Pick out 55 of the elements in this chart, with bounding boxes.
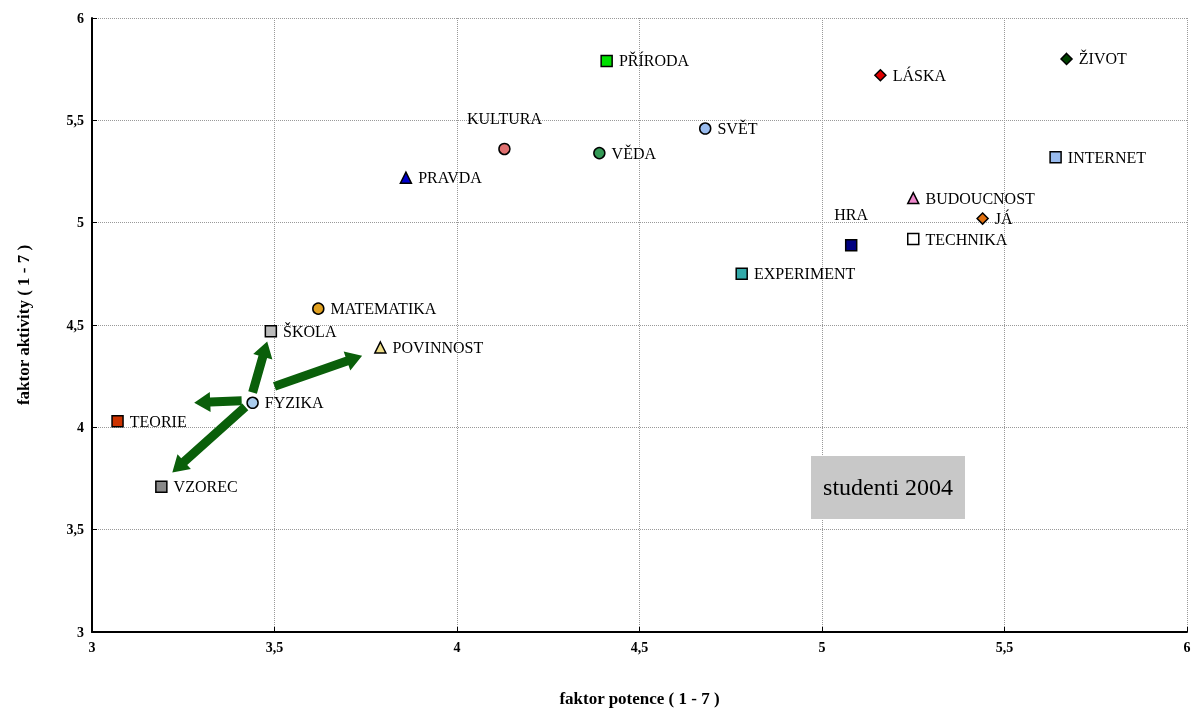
series-label: INTERNET bbox=[1067, 148, 1147, 166]
point bbox=[312, 302, 325, 315]
y-tick-label: 5,5 bbox=[66, 112, 84, 128]
annotation: studenti 2004 bbox=[811, 455, 966, 519]
series-label: JÁ bbox=[994, 209, 1014, 228]
series-label: PRAVDA bbox=[418, 169, 483, 187]
series-label: BUDOUCNOST bbox=[925, 189, 1036, 207]
series-label: LÁSKA bbox=[892, 65, 947, 84]
x-tick-label: 3,5 bbox=[265, 639, 284, 655]
series-label: VZOREC bbox=[173, 478, 238, 496]
series-label: SVĚT bbox=[717, 119, 758, 138]
series-label: ŠKOLA bbox=[283, 321, 337, 340]
point bbox=[374, 341, 387, 354]
series-label: ŽIVOT bbox=[1078, 49, 1128, 68]
point bbox=[246, 396, 259, 410]
x-tick-label: 5 bbox=[818, 639, 826, 655]
point bbox=[111, 414, 124, 428]
y-tick-label: 4 bbox=[77, 419, 84, 435]
series-label: TEORIE bbox=[129, 412, 187, 430]
x-tick-label: 4 bbox=[453, 639, 461, 655]
x-tick-label: 4,5 bbox=[630, 639, 649, 655]
point bbox=[1060, 52, 1073, 66]
series-label: KULTURA bbox=[466, 110, 543, 128]
series-label: HRA bbox=[834, 206, 869, 224]
point bbox=[593, 146, 606, 160]
series-label: EXPERIMENT bbox=[753, 265, 856, 283]
x-tick-label: 3 bbox=[88, 639, 96, 655]
y-tick-label: 3,5 bbox=[66, 522, 84, 538]
y-tick-label: 6 bbox=[77, 10, 84, 26]
point bbox=[976, 212, 989, 225]
point bbox=[155, 480, 168, 493]
y-tick-label: 4,5 bbox=[66, 317, 84, 333]
point bbox=[907, 232, 920, 246]
point bbox=[698, 122, 712, 135]
series-label: VĚDA bbox=[611, 143, 657, 162]
point bbox=[600, 54, 613, 68]
x-tick-label: 5,5 bbox=[995, 639, 1014, 655]
point bbox=[498, 142, 511, 156]
series-label: TECHNIKA bbox=[925, 230, 1008, 248]
point bbox=[844, 238, 858, 252]
point bbox=[264, 324, 278, 338]
y-tick-label: 3 bbox=[77, 624, 84, 640]
point bbox=[874, 69, 887, 82]
point bbox=[399, 171, 413, 184]
y-axis-title: faktor aktivity ( 1 - 7 ) bbox=[14, 244, 33, 406]
x-tick-label: 6 bbox=[1183, 639, 1191, 655]
series-label: MATEMATIKA bbox=[330, 300, 437, 318]
x-axis-title: faktor potence ( 1 - 7 ) bbox=[559, 689, 720, 708]
series-label: POVINNOST bbox=[392, 339, 484, 357]
point bbox=[735, 267, 748, 281]
point bbox=[907, 191, 920, 205]
point bbox=[1049, 150, 1062, 164]
y-tick-label: 5 bbox=[77, 215, 84, 231]
series-label: FYZIKA bbox=[264, 394, 324, 412]
series-label: PŘÍRODA bbox=[618, 51, 690, 70]
